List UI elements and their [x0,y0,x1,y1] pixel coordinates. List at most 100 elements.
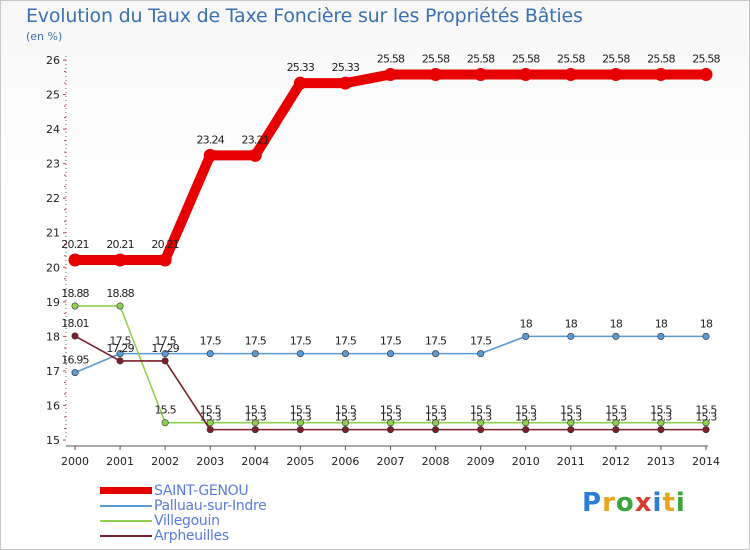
data-label: 17.5 [109,335,131,348]
x-tick-label: 2011 [557,455,585,468]
data-point [386,426,394,434]
data-point [432,350,440,358]
data-point [296,426,304,434]
legend-item-saint-genou[interactable]: SAINT-GENOU [100,482,266,499]
data-label: 18 [610,317,623,330]
data-point [251,350,259,358]
data-label: 15.5 [290,404,312,417]
data-point [251,419,259,427]
data-label: 17.29 [106,342,134,355]
data-label: 18 [700,317,713,330]
data-label: 15.3 [605,411,627,424]
data-point [113,253,127,267]
data-label: 25.58 [512,53,540,66]
legend-label: Palluau-sur-Indre [154,497,267,514]
data-label: 25.58 [692,53,720,66]
legend-label: Arpheuilles [154,527,229,544]
legend-item-arpheuilles[interactable]: Arpheuilles [100,527,266,544]
data-point [477,350,485,358]
data-point [293,76,307,90]
data-label: 15.3 [650,411,672,424]
data-label: 15.5 [335,404,357,417]
data-point [296,419,304,427]
legend-label: SAINT-GENOU [154,482,249,499]
data-point [522,426,530,434]
y-tick-label: 23 [46,158,60,171]
y-tick-label: 21 [46,227,60,240]
data-label: 15.3 [425,411,447,424]
data-label: 23.21 [242,133,270,146]
data-point [657,419,665,427]
data-point [567,426,575,434]
data-label: 25.58 [467,53,495,66]
x-tick-label: 2005 [286,455,314,468]
x-tick-label: 2000 [61,455,89,468]
data-label: 15.5 [425,404,447,417]
data-label: 18 [655,317,668,330]
legend-swatch [100,487,152,494]
data-label: 17.5 [245,335,267,348]
data-point [522,332,530,340]
logo-letter: r [602,488,616,518]
chart-title: Evolution du Taux de Taxe Foncière sur l… [26,5,583,27]
data-point [116,350,124,358]
y-tick-label: 22 [46,192,60,205]
data-label: 25.33 [287,61,315,74]
legend-item-palluau-sur-indre[interactable]: Palluau-sur-Indre [100,497,267,514]
data-label: 17.5 [290,335,312,348]
x-tick-label: 2009 [467,455,495,468]
y-tick-label: 24 [46,123,60,136]
data-label: 15.3 [290,411,312,424]
y-axis-unit-label: (en %) [26,30,63,43]
data-label: 20.21 [61,238,89,251]
legend-swatch [100,519,152,522]
data-label: 25.58 [647,53,675,66]
logo-letter: t [662,488,676,518]
data-label: 15.5 [200,404,222,417]
data-point [341,350,349,358]
data-point [702,426,710,434]
data-label: 23.24 [196,133,224,146]
data-point [657,426,665,434]
data-point [338,76,352,90]
data-label: 15.5 [560,404,582,417]
data-point [567,332,575,340]
data-label: 18.01 [61,317,89,330]
data-point [296,350,304,358]
data-label: 15.3 [335,411,357,424]
proxiti-logo: Proxiti [582,488,686,518]
data-point [612,419,620,427]
data-point [384,68,397,82]
data-point [161,419,169,427]
data-point [206,426,214,434]
legend: SAINT-GENOU Palluau-sur-Indre Villegouin… [100,482,267,544]
data-label: 15.3 [560,411,582,424]
data-point [341,426,349,434]
data-label: 17.5 [200,335,222,348]
y-tick-label: 18 [46,330,60,343]
data-point [564,68,578,82]
data-point [654,68,668,82]
data-label: 15.3 [695,411,717,424]
legend-item-villegouin[interactable]: Villegouin [100,513,266,529]
data-label: 15.3 [245,411,267,424]
data-label: 25.58 [557,53,585,66]
data-point [429,68,443,82]
x-tick-label: 2010 [512,455,540,468]
data-label: 17.29 [151,342,179,355]
data-point [206,350,214,358]
data-point [477,419,485,427]
data-point [71,302,79,310]
legend-swatch [100,534,152,537]
data-label: 17.5 [154,335,176,348]
data-label: 15.3 [470,411,492,424]
data-label: 15.5 [154,404,176,417]
data-point [612,332,620,340]
data-point [161,357,169,365]
x-tick-label: 2006 [331,455,359,468]
y-tick-label: 15 [46,434,60,447]
data-point [206,419,214,427]
data-label: 17.5 [380,335,402,348]
